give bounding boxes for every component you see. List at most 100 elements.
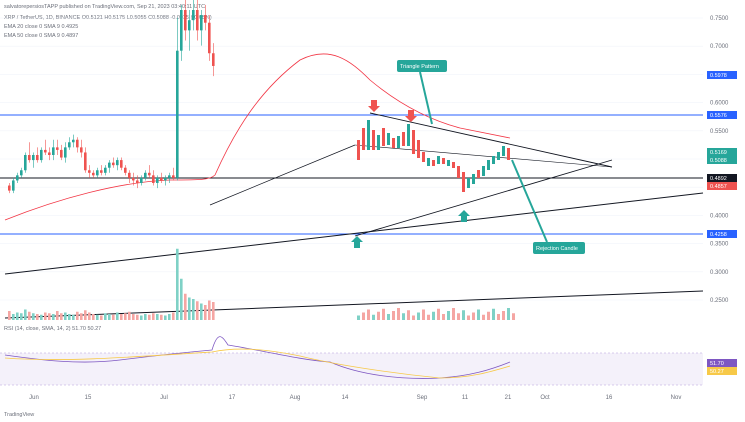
volume-bar — [212, 302, 215, 320]
candle-body — [96, 170, 99, 176]
volume-bar — [168, 314, 171, 320]
candle-body — [140, 177, 143, 183]
rsi-label-a-text: 51.70 — [710, 361, 724, 367]
candle-late — [392, 138, 395, 148]
candle-late — [427, 158, 430, 166]
triangle-mid-line — [354, 144, 613, 168]
volume-bar — [24, 309, 27, 320]
candle-body — [16, 175, 19, 181]
price-label-top-text: 0.5978 — [710, 73, 727, 79]
candle-body — [64, 147, 67, 158]
candle-late — [472, 174, 475, 184]
candle-body — [36, 155, 39, 161]
volume-bar — [432, 311, 435, 320]
volume-bar — [112, 314, 115, 320]
volume-bar — [8, 311, 11, 320]
candle-body — [52, 147, 55, 155]
volume-bar — [92, 314, 95, 320]
volume-bar — [68, 314, 71, 320]
volume-bar — [12, 314, 15, 320]
candle-body — [124, 167, 127, 173]
long-trendline-upper — [4, 192, 704, 275]
volume-bar — [88, 312, 91, 320]
volume-bar — [172, 312, 175, 320]
candle-body — [204, 15, 207, 23]
volume-bar — [512, 313, 515, 320]
volume-bar — [407, 310, 410, 320]
x-tick-label: 14 — [342, 395, 349, 401]
volume-bar — [188, 297, 191, 320]
volume-group — [8, 248, 515, 320]
volume-bar — [136, 314, 139, 320]
candle-body — [72, 139, 75, 143]
candle-late — [457, 166, 460, 178]
rsi-band — [0, 353, 703, 385]
volume-bar — [427, 314, 430, 320]
up-arrow-icon — [351, 236, 363, 248]
candle-body — [88, 170, 91, 173]
x-tick-label: Jul — [160, 395, 168, 401]
candle-late — [362, 128, 365, 150]
candle-body — [56, 147, 59, 150]
volume-bar — [377, 311, 380, 320]
rsi-header: RSI (14, close, SMA, 14, 2) 51.70 50.27 — [4, 326, 101, 332]
price-label-a — [707, 148, 737, 156]
volume-bar — [28, 311, 31, 320]
volume-bar — [180, 278, 183, 320]
candle-late — [367, 120, 370, 150]
candle-late — [502, 146, 505, 156]
ema-line — [4, 53, 511, 221]
candle-body — [212, 53, 215, 66]
candle-body — [8, 185, 11, 191]
volume-bar — [40, 314, 43, 320]
volume-bar — [32, 313, 35, 320]
volume-bar — [422, 309, 425, 320]
candle-late — [407, 124, 410, 146]
volume-bar — [362, 312, 365, 320]
candle-body — [20, 170, 23, 176]
x-tick-label: 17 — [229, 395, 236, 401]
volume-bar — [132, 314, 135, 320]
volume-bar — [492, 308, 495, 320]
price-label-b — [707, 156, 737, 164]
y-tick-label: 0.7000 — [710, 44, 729, 50]
y-tick-label: 0.3500 — [710, 242, 729, 248]
volume-bar — [64, 312, 67, 320]
volume-bar — [472, 312, 475, 320]
candle-body — [168, 175, 171, 178]
candle-late — [467, 178, 470, 188]
candle-body — [176, 50, 179, 178]
tradingview-brand: TradingView — [4, 412, 34, 418]
candle-late — [422, 152, 425, 162]
volume-bar — [392, 311, 395, 320]
candle-late — [497, 152, 500, 160]
rsi-sma-line — [4, 348, 511, 379]
volume-bar — [437, 308, 440, 320]
volume-bar — [200, 303, 203, 320]
candle-body — [84, 152, 87, 171]
y-tick-label: 0.2500 — [710, 298, 729, 304]
time-scale[interactable]: Jun 15 Jul 17 Aug 14 Sep 11 21 Oct 16 Nov — [29, 395, 681, 401]
volume-bar — [20, 313, 23, 320]
x-tick-label: 16 — [606, 395, 613, 401]
price-label-resistance — [707, 111, 737, 119]
volume-bar — [60, 313, 63, 320]
x-tick-label: Oct — [540, 395, 550, 401]
volume-bar — [208, 300, 211, 320]
candle-body — [192, 10, 195, 21]
triangle-upper-line — [369, 112, 613, 168]
price-label-b-text: 0.5088 — [710, 158, 727, 164]
candle-body — [136, 180, 139, 183]
candle-body — [100, 170, 103, 173]
volume-bar — [100, 315, 103, 320]
candle-late — [387, 133, 390, 145]
volume-bar — [76, 311, 79, 320]
volume-bar — [367, 309, 370, 320]
candle-late — [492, 156, 495, 164]
volume-bar — [192, 299, 195, 320]
x-tick-label: Jun — [29, 395, 39, 401]
volume-bar — [116, 312, 119, 320]
volume-bar — [487, 311, 490, 320]
candle-body — [92, 172, 95, 176]
